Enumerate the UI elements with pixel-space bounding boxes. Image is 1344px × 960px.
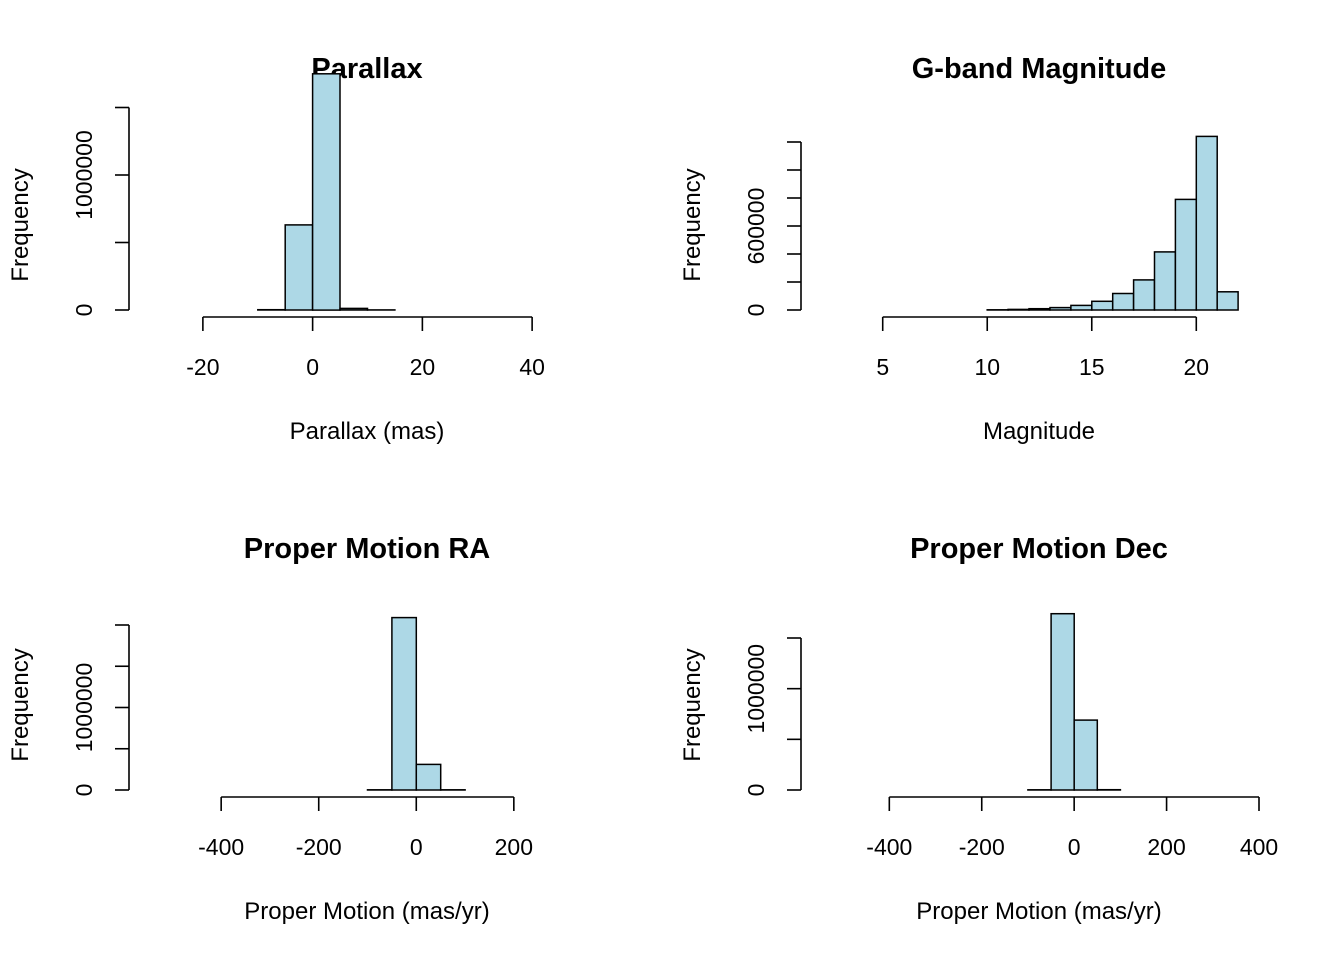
y-tick-label: 0 [743, 784, 769, 797]
histogram-panel: Proper Motion Dec -400 -200 0 200 400 Proper M… [679, 533, 1278, 925]
histogram-bar [1153, 251, 1177, 311]
chart-title: Proper Motion RA [244, 533, 491, 565]
x-tick-label: 0 [1068, 834, 1081, 860]
histogram-bar [1216, 291, 1239, 311]
histogram-bar [1132, 279, 1156, 311]
x-tick-label: -400 [866, 834, 912, 860]
y-tick-label: 600000 [743, 188, 769, 265]
x-tick-label: 15 [1079, 354, 1105, 380]
x-axis-label: Proper Motion (mas/yr) [244, 898, 489, 925]
histogram-bar [1028, 307, 1051, 311]
x-tick-label: 20 [1183, 354, 1209, 380]
histogram-bar [284, 224, 314, 311]
histogram-bar [1007, 308, 1030, 311]
histogram-bar [1195, 135, 1218, 311]
x-tick-label: 400 [1240, 834, 1278, 860]
x-tick-label: 10 [974, 354, 1000, 380]
y-tick-label: 0 [743, 304, 769, 317]
histogram-bar [1050, 612, 1075, 791]
x-tick-label: 40 [519, 354, 545, 380]
histogram-bar [1073, 719, 1099, 791]
x-tick-label: 20 [410, 354, 436, 380]
histogram-bar [1111, 292, 1135, 311]
y-tick-label: 1000000 [71, 663, 97, 753]
x-tick-label: -200 [959, 834, 1005, 860]
y-tick-label: 1000000 [71, 130, 97, 220]
histogram-bar [1174, 198, 1198, 311]
y-axis-label: Frequency [7, 168, 34, 281]
y-tick-label: 0 [71, 784, 97, 797]
chart-title: G-band Magnitude [912, 53, 1167, 85]
x-axis-label: Proper Motion (mas/yr) [916, 898, 1161, 925]
y-axis-label: Frequency [679, 648, 706, 761]
histogram-bar [311, 73, 341, 311]
x-tick-label: 200 [1147, 834, 1185, 860]
histogram-bar [415, 763, 442, 791]
x-axis-label: Parallax (mas) [290, 418, 445, 445]
x-tick-label: -400 [198, 834, 244, 860]
x-tick-label: 0 [306, 354, 319, 380]
histogram-bar [1070, 304, 1093, 311]
y-tick-label: 0 [71, 304, 97, 317]
y-axis-label: Frequency [7, 648, 34, 761]
histogram-bar [1091, 300, 1114, 311]
x-tick-label: -20 [186, 354, 219, 380]
histogram-bar [1049, 306, 1072, 311]
x-tick-label: -200 [296, 834, 342, 860]
y-axis-label: Frequency [679, 168, 706, 281]
histogram-bar [391, 616, 418, 791]
x-tick-label: 0 [410, 834, 423, 860]
y-tick-label: 1000000 [743, 644, 769, 734]
x-tick-label: 200 [495, 834, 533, 860]
histogram-panel: Proper Motion RA -400 -200 0 200 Proper Motio… [7, 533, 533, 925]
x-tick-label: 5 [876, 354, 889, 380]
chart-title: Proper Motion Dec [910, 533, 1168, 565]
x-axis-label: Magnitude [983, 418, 1095, 445]
histogram-panel: G-band Magnitude 5 10 15 20 Magnitude 0 600000 F… [679, 53, 1239, 445]
histogram-bar [339, 307, 369, 311]
